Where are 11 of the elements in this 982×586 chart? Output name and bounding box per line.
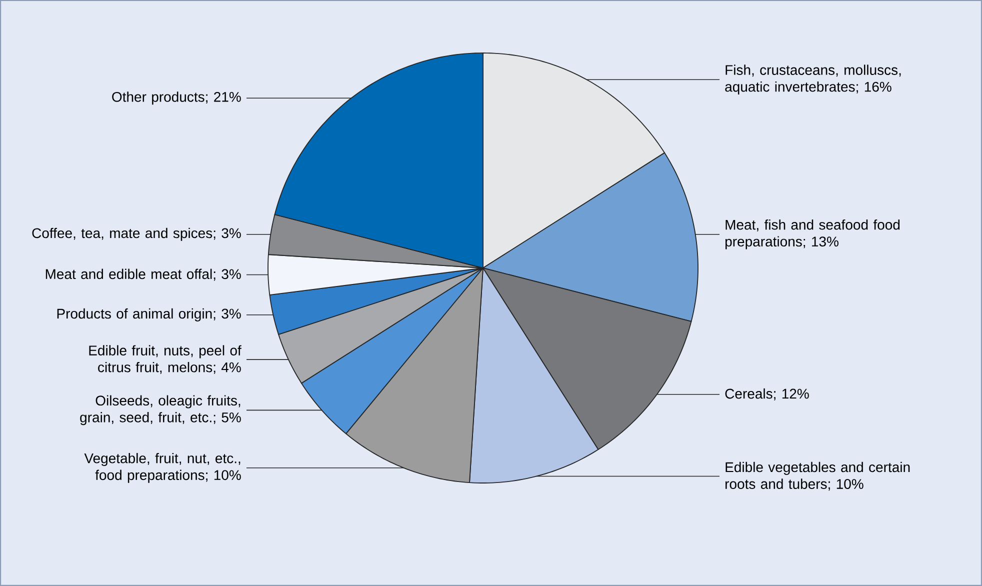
slice-label: Vegetable, fruit, nut, etc., food preparations; 10% bbox=[84, 452, 241, 483]
slice-label: Oilseeds, oleagic fruits, grain, seed, fruit, etc.; 5% bbox=[80, 395, 241, 426]
slice-label: Fish, crustaceans, molluscs, aquatic invertebrates; 16% bbox=[725, 64, 901, 95]
slice-label: Meat, fish and seafood food preparations; 13% bbox=[725, 219, 900, 250]
slice-label: Cereals; 12% bbox=[725, 388, 809, 400]
slice-label: Edible vegetables and certain roots and tubers; 10% bbox=[726, 462, 910, 491]
slice-label: Edible fruit, nuts, peel of citrus fruit, melons; 4% bbox=[89, 345, 242, 374]
slice-label: Coffee, tea, mate and spices; 3% bbox=[32, 228, 241, 241]
slice-label: Other products; 21% bbox=[112, 92, 241, 105]
slice-label: Products of animal origin; 3% bbox=[57, 308, 241, 322]
slice-label: Meat and edible meat offal; 3% bbox=[46, 268, 241, 281]
